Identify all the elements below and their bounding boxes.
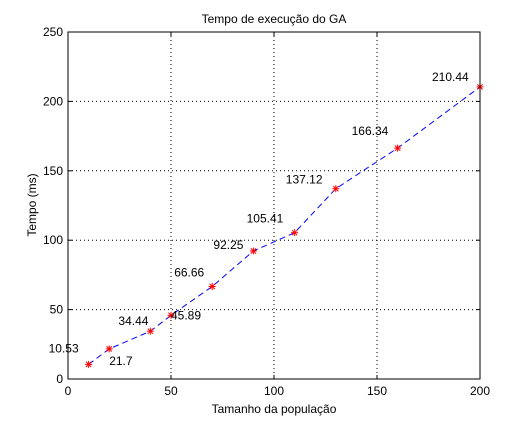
data-point-marker xyxy=(146,327,154,335)
data-point-marker xyxy=(105,345,113,353)
data-label: 92.25 xyxy=(213,238,243,252)
y-tick-label: 250 xyxy=(43,25,63,39)
series-layer xyxy=(85,83,484,368)
x-axis-title: Tamanho da população xyxy=(212,402,337,416)
x-tick-label: 0 xyxy=(65,384,72,398)
y-tick-label: 150 xyxy=(43,164,63,178)
data-point-marker xyxy=(208,283,216,290)
y-tick-label: 100 xyxy=(43,233,63,247)
data-labels: 10.53 21.7 34.44 45.89 66.66 92.25 105.41 137.1… xyxy=(49,70,469,368)
data-point-marker xyxy=(332,185,340,193)
data-label: 10.53 xyxy=(49,341,79,355)
data-point-marker xyxy=(249,247,257,255)
y-tick-label: 50 xyxy=(50,303,64,317)
data-label: 210.44 xyxy=(432,70,469,84)
y-axis-title: Tempo (ms) xyxy=(25,173,39,236)
data-label: 137.12 xyxy=(286,173,323,187)
data-label: 66.66 xyxy=(174,265,204,279)
x-tick-label: 50 xyxy=(164,384,178,398)
series-line xyxy=(88,86,481,365)
y-tick-label: 0 xyxy=(56,372,63,386)
data-point-marker xyxy=(85,360,93,368)
data-label: 34.44 xyxy=(118,314,148,328)
x-tick-label: 150 xyxy=(367,384,387,398)
data-point-marker xyxy=(167,311,175,319)
chart-title: Tempo de execução do GA xyxy=(202,12,347,26)
x-tick-label: 100 xyxy=(264,384,284,398)
x-tick-label: 200 xyxy=(470,384,490,398)
data-label: 105.41 xyxy=(247,212,284,226)
plot-area xyxy=(68,32,480,379)
y-tick-label: 200 xyxy=(43,94,63,108)
data-label: 166.34 xyxy=(352,124,389,138)
grid-lines xyxy=(68,32,480,379)
data-label: 21.7 xyxy=(109,354,133,368)
data-point-marker xyxy=(394,144,402,152)
data-label: 45.89 xyxy=(171,308,201,322)
data-point-marker xyxy=(291,229,299,237)
axis-ticks: 0 50 100 150 200 0 50 100 150 200 250 xyxy=(43,25,490,398)
